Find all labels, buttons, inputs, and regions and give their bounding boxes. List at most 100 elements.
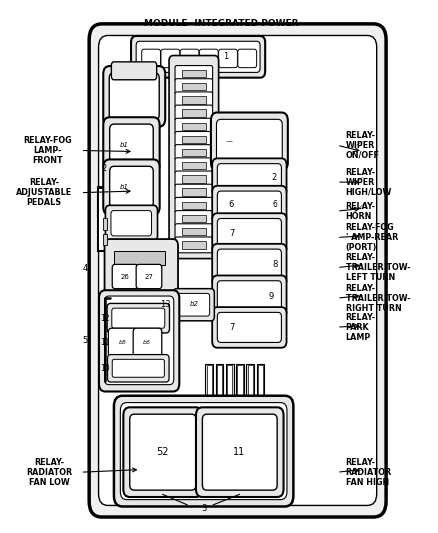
FancyBboxPatch shape (142, 49, 160, 68)
Bar (247, 364, 254, 399)
Text: MODULE- INTEGRATED POWER: MODULE- INTEGRATED POWER (145, 19, 299, 28)
Text: 7: 7 (230, 323, 235, 332)
Bar (182, 83, 206, 90)
FancyBboxPatch shape (136, 264, 162, 289)
FancyBboxPatch shape (212, 213, 286, 254)
Bar (217, 365, 222, 398)
Text: b1: b1 (120, 142, 129, 148)
Bar (182, 149, 206, 156)
Text: 11: 11 (233, 447, 246, 457)
Bar (247, 365, 253, 398)
Text: RELAY-
RADIATOR
FAN LOW: RELAY- RADIATOR FAN LOW (26, 458, 72, 487)
Bar (103, 218, 107, 230)
Bar (226, 364, 233, 399)
FancyBboxPatch shape (110, 166, 153, 208)
FancyBboxPatch shape (110, 124, 153, 166)
Bar (207, 365, 212, 398)
Text: 3: 3 (201, 504, 206, 513)
FancyBboxPatch shape (99, 290, 179, 392)
FancyBboxPatch shape (112, 359, 164, 377)
Text: RELAY-
HORN: RELAY- HORN (346, 201, 375, 221)
FancyBboxPatch shape (217, 191, 282, 219)
FancyBboxPatch shape (131, 36, 265, 78)
Bar (182, 96, 206, 103)
Text: RELAY-
RADIATOR
FAN HIGH: RELAY- RADIATOR FAN HIGH (346, 458, 392, 487)
FancyBboxPatch shape (175, 118, 212, 134)
FancyBboxPatch shape (217, 164, 282, 191)
Bar (182, 201, 206, 209)
FancyBboxPatch shape (175, 197, 212, 213)
FancyBboxPatch shape (238, 49, 257, 68)
Text: 52: 52 (156, 447, 169, 457)
FancyBboxPatch shape (196, 407, 283, 497)
Text: 27: 27 (145, 273, 153, 279)
Text: 12: 12 (100, 314, 110, 322)
FancyBboxPatch shape (175, 237, 212, 253)
Bar (227, 365, 232, 398)
Bar (182, 109, 206, 117)
FancyBboxPatch shape (108, 328, 137, 358)
Text: RELAY-FOG
' AMP-REAR
(PORT): RELAY-FOG ' AMP-REAR (PORT) (346, 223, 398, 252)
FancyBboxPatch shape (169, 55, 219, 259)
FancyBboxPatch shape (105, 296, 174, 385)
Bar (205, 364, 213, 399)
FancyBboxPatch shape (112, 264, 138, 289)
Text: 7: 7 (230, 229, 235, 238)
FancyBboxPatch shape (175, 105, 212, 121)
FancyBboxPatch shape (217, 219, 282, 249)
Bar (182, 228, 206, 236)
Text: 9: 9 (268, 292, 274, 301)
Text: b6: b6 (143, 341, 151, 345)
Text: b2: b2 (189, 302, 198, 308)
FancyBboxPatch shape (124, 407, 202, 497)
FancyBboxPatch shape (175, 132, 212, 147)
FancyBboxPatch shape (99, 36, 377, 505)
FancyBboxPatch shape (219, 49, 237, 68)
FancyBboxPatch shape (178, 293, 210, 316)
Text: RELAY-
ADJUSTABLE
PEDALS: RELAY- ADJUSTABLE PEDALS (16, 178, 72, 207)
Text: 26: 26 (120, 273, 130, 279)
FancyBboxPatch shape (175, 211, 212, 227)
Bar (114, 251, 165, 265)
FancyBboxPatch shape (133, 328, 162, 358)
FancyBboxPatch shape (175, 92, 212, 108)
FancyBboxPatch shape (217, 281, 282, 312)
FancyBboxPatch shape (175, 158, 212, 174)
FancyBboxPatch shape (212, 276, 286, 318)
Bar (182, 70, 206, 77)
FancyBboxPatch shape (175, 171, 212, 187)
FancyBboxPatch shape (173, 289, 214, 321)
FancyBboxPatch shape (175, 224, 212, 240)
FancyBboxPatch shape (217, 249, 282, 281)
FancyBboxPatch shape (212, 244, 286, 286)
Bar (182, 136, 206, 143)
FancyBboxPatch shape (217, 312, 282, 342)
FancyBboxPatch shape (111, 211, 152, 236)
Bar (182, 123, 206, 130)
FancyBboxPatch shape (105, 239, 178, 296)
Text: b1: b1 (120, 184, 129, 190)
Text: 8: 8 (272, 261, 277, 269)
FancyBboxPatch shape (216, 119, 282, 164)
FancyBboxPatch shape (136, 41, 260, 72)
FancyBboxPatch shape (175, 144, 212, 160)
Text: 10: 10 (100, 364, 110, 373)
FancyBboxPatch shape (106, 205, 158, 241)
FancyBboxPatch shape (109, 73, 159, 120)
Bar (258, 365, 263, 398)
Text: RELAY-
TRAILER TOW-
LEFT TURN: RELAY- TRAILER TOW- LEFT TURN (346, 253, 410, 282)
Bar (182, 215, 206, 222)
FancyBboxPatch shape (175, 79, 212, 94)
FancyBboxPatch shape (120, 402, 287, 499)
FancyBboxPatch shape (108, 354, 169, 382)
Bar (182, 189, 206, 196)
Text: 6: 6 (272, 200, 277, 209)
FancyBboxPatch shape (112, 308, 165, 328)
Bar (98, 188, 106, 251)
Text: b5: b5 (119, 341, 127, 345)
Text: RELAY-
WIPER
HIGH/LOW: RELAY- WIPER HIGH/LOW (346, 167, 392, 197)
Bar (103, 234, 107, 245)
Bar (98, 188, 106, 250)
FancyBboxPatch shape (175, 184, 212, 200)
FancyBboxPatch shape (202, 414, 277, 490)
